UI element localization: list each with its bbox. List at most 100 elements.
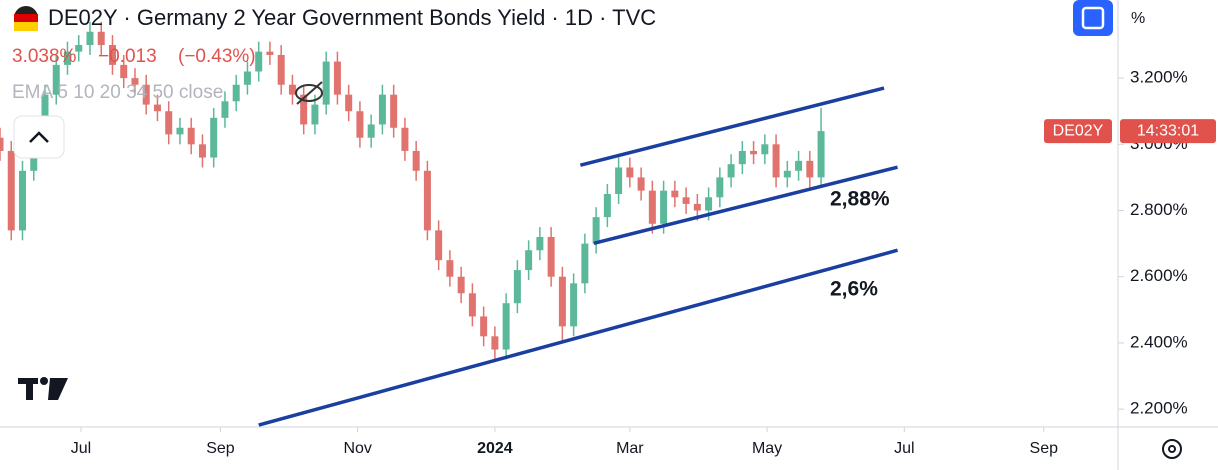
last-value: 3.038% (12, 46, 77, 67)
candle-body (75, 45, 83, 52)
candle-body (435, 230, 443, 261)
candle-body (243, 71, 251, 85)
candle-body (97, 31, 105, 46)
candle-body (390, 94, 398, 128)
hide-icon[interactable] (295, 81, 323, 105)
candle-body (153, 104, 161, 112)
candle-body (210, 117, 218, 158)
y-tick-label: 3.200% (1130, 68, 1188, 87)
x-tick-label: Jul (894, 440, 914, 457)
annotation: 2,6% (830, 278, 878, 301)
logo-part (48, 378, 68, 400)
candle-body (52, 64, 60, 95)
candle-body (457, 276, 465, 294)
candle-body (727, 164, 735, 178)
candle-body (176, 127, 184, 135)
candle-body (648, 190, 656, 224)
collapse-button[interactable] (13, 115, 65, 159)
candle-body (356, 111, 364, 138)
x-tick-label: Sep (206, 440, 235, 457)
y-tick-label: 2.600% (1130, 266, 1188, 285)
candle-body (108, 45, 116, 65)
candle-body (277, 54, 285, 85)
trend-line (593, 165, 898, 245)
candle-body (221, 101, 229, 118)
trend-line (579, 86, 885, 167)
candle-body (120, 64, 128, 79)
x-tick-label: Jul (71, 440, 91, 457)
candle-body (682, 197, 690, 204)
candle-body (570, 283, 578, 327)
candle-body (412, 150, 420, 171)
candle-body (592, 217, 600, 244)
candle-body (198, 144, 206, 158)
candle-body (671, 190, 679, 198)
chart-title: DE02Y · Germany 2 Year Government Bonds … (48, 5, 656, 30)
candle-body (637, 177, 645, 191)
candle-body (716, 177, 724, 198)
chevron-up (29, 131, 49, 143)
countdown-tag (1120, 119, 1216, 144)
candle-body (7, 150, 15, 231)
candle-body (255, 51, 263, 72)
fullscreen-icon (1081, 6, 1105, 30)
candle-body (266, 51, 274, 55)
candle-body (41, 94, 49, 128)
candle-body (615, 167, 623, 194)
y-tick-label: 2.800% (1130, 200, 1188, 219)
candle-body (783, 170, 791, 178)
candle-body (772, 144, 780, 178)
candle-body (86, 31, 94, 46)
candle-body (738, 150, 746, 165)
eye (295, 84, 323, 102)
candle-body (345, 94, 353, 112)
candle-body (423, 170, 431, 231)
candle-body (468, 293, 476, 317)
candle-body (581, 243, 589, 284)
candle-body (536, 237, 544, 251)
symbol-tag: DE02Y (1053, 122, 1104, 139)
candle-body (705, 197, 713, 211)
annotation: 2,88% (830, 188, 890, 211)
price-tag (1044, 119, 1112, 144)
candle-body (300, 94, 308, 125)
plot-area (0, 21, 899, 427)
candle-body (401, 127, 409, 151)
candle-body (660, 190, 668, 224)
countdown: 14:33:01 (1137, 122, 1199, 139)
candle-body (0, 137, 4, 151)
x-tick-label: Mar (616, 440, 644, 457)
settings-icon[interactable] (1162, 439, 1182, 459)
candle-body (18, 170, 26, 231)
change: −0.013 (98, 46, 157, 67)
candle-body (480, 316, 488, 337)
y-tick-label: 2.200% (1130, 399, 1188, 418)
candle-body (165, 111, 173, 135)
logo-part (26, 378, 33, 400)
candle-body (693, 203, 701, 211)
x-tick-label: 2024 (477, 440, 513, 457)
candle-body (131, 78, 139, 85)
x-tick-label: May (752, 440, 782, 457)
candle-body (311, 104, 319, 125)
candle-body (761, 144, 769, 155)
candle-body (232, 84, 240, 102)
fullscreen-button[interactable] (1073, 0, 1113, 36)
flag-stripe (14, 14, 38, 22)
candle-body (502, 303, 510, 350)
y-tick-label: 2.400% (1130, 332, 1188, 351)
flag-stripe (14, 22, 38, 31)
eye-slash (296, 81, 323, 105)
candle-body (288, 84, 296, 95)
candle-body (491, 336, 499, 350)
candle-body (558, 276, 566, 327)
candle-body (322, 61, 330, 105)
candle-body (603, 193, 611, 218)
candle-body (626, 167, 634, 178)
change-percent: (−0.43%) (178, 46, 256, 67)
settings-icon-core (1168, 445, 1176, 453)
candle-body (806, 160, 814, 178)
candle-body (187, 127, 195, 145)
